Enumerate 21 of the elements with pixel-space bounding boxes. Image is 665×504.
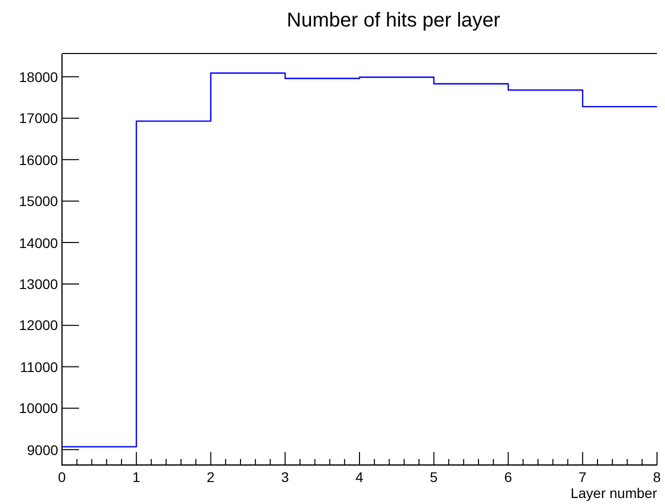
y-tick-label: 14000 bbox=[19, 234, 58, 250]
x-tick-label: 0 bbox=[58, 469, 66, 485]
y-tick-label: 17000 bbox=[19, 110, 58, 126]
y-tick-label: 18000 bbox=[19, 68, 58, 85]
x-axis-title: Layer number bbox=[570, 484, 658, 501]
y-tick-label: 16000 bbox=[19, 152, 58, 168]
x-tick-label: 2 bbox=[206, 469, 215, 485]
x-tick-label: 7 bbox=[578, 469, 586, 485]
x-tick-label: 3 bbox=[281, 469, 289, 485]
y-tick-label: 9000 bbox=[27, 442, 58, 458]
y-tick-label: 11000 bbox=[20, 358, 58, 375]
x-tick-label: 5 bbox=[430, 469, 438, 485]
x-tick-label: 4 bbox=[356, 469, 364, 485]
y-tick-label: 10000 bbox=[19, 400, 58, 416]
y-tick-label: 13000 bbox=[19, 276, 58, 292]
y-tick-label: 15000 bbox=[19, 193, 58, 210]
chart-title: Number of hits per layer bbox=[286, 10, 501, 32]
x-tick-label: 8 bbox=[653, 469, 661, 485]
y-tick-label: 12000 bbox=[19, 317, 58, 334]
x-tick-label: 1 bbox=[132, 469, 140, 485]
x-tick-label: 6 bbox=[504, 469, 512, 485]
